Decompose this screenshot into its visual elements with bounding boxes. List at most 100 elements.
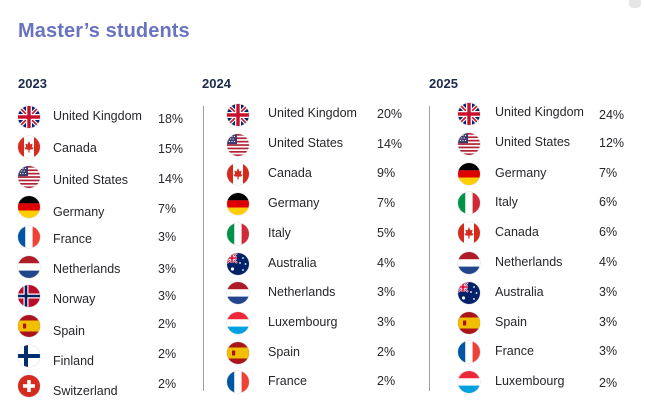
list-item: Australia 4% (200, 252, 400, 275)
country-name: Luxembourg (495, 374, 565, 389)
country-name: France (53, 231, 92, 246)
spain-flag-icon (227, 341, 249, 364)
country-name: Spain (495, 314, 527, 329)
list-item: Spain 3% (426, 311, 626, 334)
percentage-value: 7% (158, 201, 177, 216)
percentage-value: 2% (377, 344, 396, 359)
list-item: France 3% (0, 225, 200, 248)
percentage-value: 3% (158, 289, 177, 304)
percentage-value: 3% (377, 285, 396, 300)
percentage-value: 2% (377, 374, 396, 389)
list-item: Netherlands 3% (200, 282, 400, 305)
switzerland-flag-icon (18, 375, 40, 398)
percentage-value: 2% (158, 347, 177, 362)
year-column-2024: 2024 United Kingdom 20% United States 14% Ca… (200, 0, 403, 412)
list-item: Canada 6% (426, 222, 626, 245)
column-divider (203, 106, 204, 391)
country-name: United Kingdom (268, 106, 357, 120)
percentage-value: 3% (599, 314, 618, 329)
percentage-value: 3% (377, 314, 396, 329)
list-item: Netherlands 3% (0, 255, 200, 278)
netherlands-flag-icon (18, 255, 40, 278)
canada-flag-icon (18, 135, 40, 158)
year-heading: 2025 (429, 76, 458, 91)
uk-flag-icon (18, 106, 40, 128)
country-name: United States (53, 172, 129, 187)
list-item: Italy 6% (426, 192, 626, 215)
percentage-value: 3% (158, 229, 177, 244)
country-name: Spain (53, 324, 85, 339)
percentage-value: 12% (599, 135, 625, 150)
list-item: United Kingdom 18% (0, 106, 200, 128)
country-name: Italy (495, 195, 518, 210)
country-name: Finland (53, 354, 94, 369)
list-item: United States 14% (200, 133, 403, 156)
percentage-value: 14% (158, 171, 184, 186)
list-item: United Kingdom 24% (426, 103, 626, 125)
country-name: Germany (53, 204, 105, 219)
country-name: Netherlands (53, 261, 121, 276)
spain-flag-icon (18, 315, 40, 338)
percentage-value: 4% (377, 255, 396, 270)
percentage-value: 9% (377, 166, 396, 181)
percentage-value: 7% (377, 196, 396, 211)
percentage-value: 3% (158, 261, 177, 276)
country-name: Norway (53, 292, 96, 307)
list-item: Spain 2% (0, 315, 200, 339)
percentage-value: 15% (158, 141, 184, 156)
france-flag-icon (227, 371, 249, 394)
uk-flag-icon (458, 103, 480, 125)
us-flag-icon (458, 132, 480, 155)
percentage-value: 7% (599, 165, 618, 180)
spain-flag-icon (458, 311, 480, 334)
australia-flag-icon (458, 281, 480, 304)
country-name: United States (495, 134, 571, 149)
luxembourg-flag-icon (458, 371, 480, 394)
column-divider (429, 106, 430, 391)
corner-decoration (629, 0, 641, 8)
us-flag-icon (227, 133, 249, 156)
country-name: Australia (495, 284, 544, 299)
list-item: Switzerland 2% (0, 375, 200, 399)
percentage-value: 14% (377, 136, 403, 151)
country-name: United States (268, 135, 344, 150)
year-heading: 2023 (18, 76, 47, 91)
country-name: United Kingdom (495, 105, 584, 119)
france-flag-icon (458, 341, 480, 364)
list-item: United States 14% (0, 165, 200, 188)
country-name: Australia (268, 255, 317, 270)
percentage-value: 24% (599, 108, 625, 122)
country-name: France (495, 344, 534, 359)
list-item: Germany 7% (426, 162, 626, 185)
percentage-value: 2% (158, 317, 177, 332)
country-name: Canada (495, 225, 539, 240)
country-name: United Kingdom (53, 109, 142, 123)
percentage-value: 6% (599, 195, 618, 210)
country-name: Spain (268, 344, 300, 359)
country-name: Luxembourg (268, 314, 338, 329)
country-name: Germany (268, 196, 320, 211)
country-name: Canada (53, 140, 97, 155)
norway-flag-icon (18, 285, 40, 308)
country-name: Canada (268, 166, 312, 181)
australia-flag-icon (227, 252, 249, 275)
percentage-value: 2% (158, 377, 177, 392)
country-name: Italy (268, 225, 291, 240)
france-flag-icon (18, 225, 40, 248)
uk-flag-icon (227, 104, 249, 126)
canada-flag-icon (227, 163, 249, 186)
percentage-value: 4% (599, 255, 618, 269)
country-name: Switzerland (53, 384, 118, 399)
germany-flag-icon (227, 193, 249, 216)
year-column-2025: 2025 United Kingdom 24% United States 12% Ge… (426, 0, 626, 412)
us-flag-icon (18, 165, 40, 188)
list-item: Finland 2% (0, 345, 200, 369)
percentage-value: 2% (599, 376, 618, 391)
percentage-value: 18% (158, 112, 184, 126)
percentage-value: 3% (599, 284, 618, 299)
netherlands-flag-icon (227, 282, 249, 305)
germany-flag-icon (458, 162, 480, 185)
year-column-2023: 2023 United Kingdom 18% Canada 15% United St… (0, 0, 200, 412)
country-name: Germany (495, 165, 547, 180)
percentage-value: 20% (377, 107, 403, 121)
